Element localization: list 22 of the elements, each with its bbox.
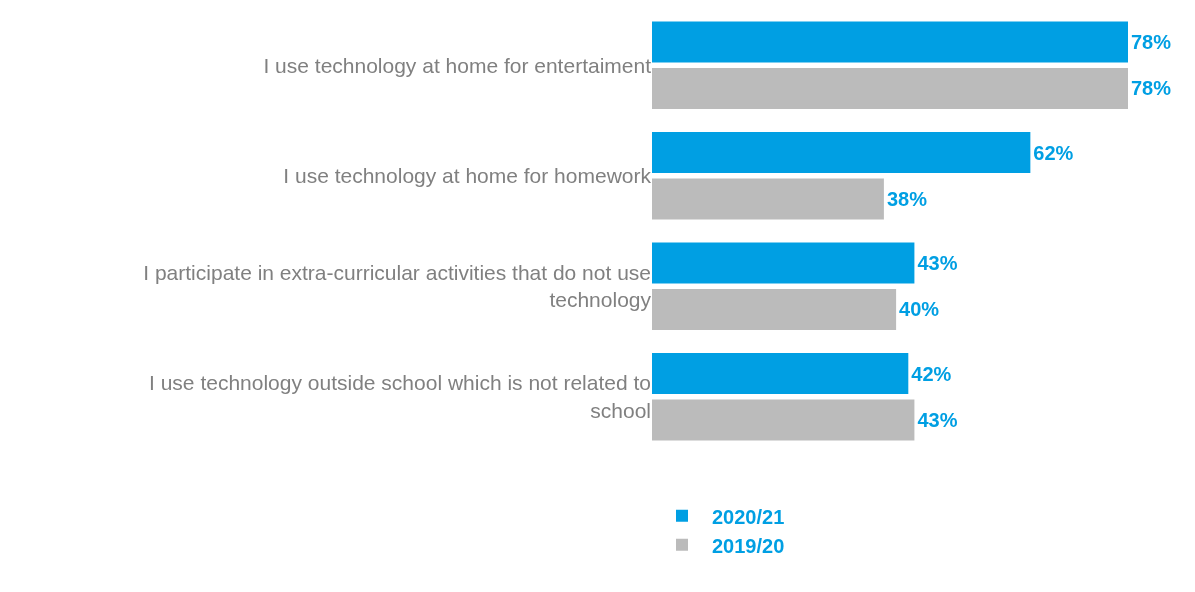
y-tick-label: I use technology outside school which is not related to school — [149, 371, 651, 422]
legend-label: 2019/20 — [712, 534, 785, 557]
bar — [652, 399, 915, 441]
bar — [652, 21, 1128, 63]
bar — [652, 289, 897, 330]
bar — [652, 353, 909, 394]
bar — [652, 68, 1128, 109]
data-label: 43% — [917, 408, 958, 431]
bar — [652, 242, 915, 284]
bar — [652, 132, 1031, 173]
data-label: 42% — [911, 362, 952, 385]
y-tick-label: I use technology at home for homework — [283, 164, 652, 188]
legend-label: 2020/21 — [712, 505, 785, 528]
y-tick-label: I participate in extra-curricular activities that do not use technology — [143, 260, 652, 312]
data-label: 43% — [917, 252, 958, 275]
bar — [652, 178, 884, 220]
data-label: 40% — [899, 298, 940, 321]
data-label: 62% — [1033, 141, 1074, 164]
data-label: 78% — [1131, 77, 1172, 100]
data-label: 38% — [886, 187, 928, 210]
y-tick-label: I use technology at home for entertaiment — [263, 53, 652, 77]
data-label: 78% — [1131, 31, 1172, 54]
